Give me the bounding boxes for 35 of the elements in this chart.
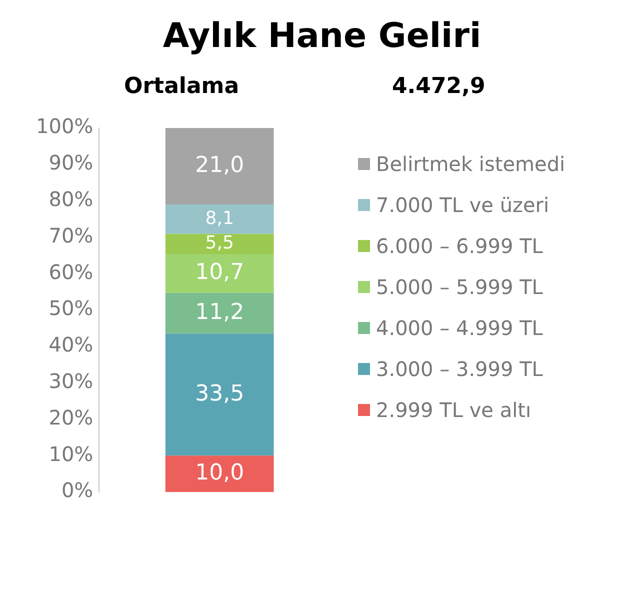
data-label: 8,1: [205, 208, 234, 229]
chart-title: Aylık Hane Geliri: [162, 16, 482, 56]
bar: [165, 204, 274, 234]
y-tick-label: 0%: [61, 478, 94, 502]
y-tick-label: 70%: [48, 223, 94, 248]
y-tick-label: 100%: [36, 114, 94, 138]
y-tick-label: 90%: [48, 150, 94, 175]
chart-subtitle: Ortalama: [124, 74, 240, 99]
text: 4.472,9: [392, 74, 486, 99]
data-label: 11,2: [195, 300, 244, 325]
legend-label: 2.999 TL ve altı: [376, 398, 532, 422]
bar: [165, 128, 274, 204]
legend-label: 7.000 TL ve üzeri: [376, 192, 550, 216]
y-tick-label: 50%: [48, 296, 94, 320]
legend-label: 3.000 – 3.999 TL: [376, 356, 543, 380]
bar: [165, 334, 274, 456]
y-tick-label: 60%: [48, 260, 94, 284]
bar: [165, 456, 274, 492]
bar: [165, 234, 274, 254]
data-label: 21,0: [195, 152, 244, 178]
bar: [165, 292, 274, 334]
legend-label: 5.000 – 5.999 TL: [376, 274, 543, 298]
legend-label: 4.000 – 4.999 TL: [376, 316, 543, 340]
data-label: 10,7: [195, 260, 244, 286]
data-label: 5,5: [205, 232, 234, 254]
y-tick-label: 30%: [48, 369, 94, 394]
data-label: 10,0: [195, 460, 244, 486]
data-label: 33,5: [195, 381, 244, 406]
bar: [165, 254, 274, 293]
y-tick-label: 80%: [48, 187, 94, 212]
y-tick-label: 10%: [48, 442, 94, 466]
legend-label: Belirtmek istemedi: [376, 152, 566, 176]
y-tick-label: 20%: [48, 405, 94, 430]
y-tick-label: 40%: [48, 332, 94, 357]
legend-label: 6.000 – 6.999 TL: [376, 234, 543, 258]
